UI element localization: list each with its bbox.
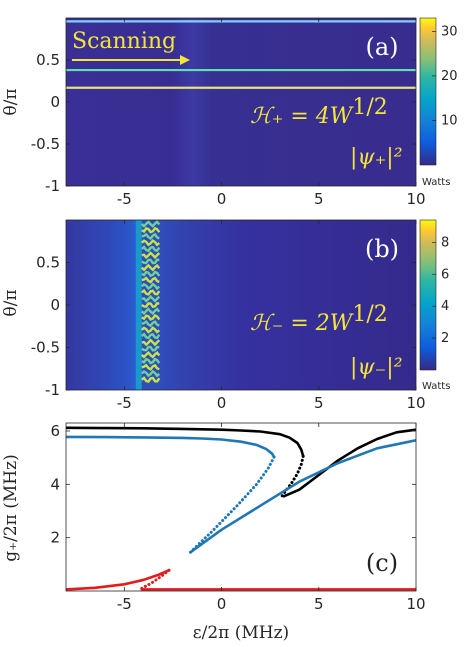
colorbar-a	[419, 17, 437, 166]
xtick-label-b: 5	[314, 394, 324, 412]
ytick-label-a: -0.5	[31, 135, 60, 153]
heatmap-b-wave	[141, 326, 161, 334]
series-red-dotted	[140, 568, 171, 590]
panel-a: -5 0 5 10 0.5 0 -0.5 -1 θ/π (a) Scanning ℋ₊ = …	[1, 17, 458, 208]
series-blue-solid	[66, 435, 276, 459]
panel-label-c: (c)	[366, 549, 398, 577]
scanning-label: Scanning	[72, 29, 176, 54]
heatmap-b-wave	[141, 258, 160, 265]
annotation-h-plus: ℋ₊ = 4W1/2	[250, 95, 388, 129]
colorbar-tick-label-b: 6	[441, 267, 449, 282]
heatmap-b-wave	[141, 332, 161, 340]
heatmap-b-field	[66, 220, 416, 390]
plot-c-area	[66, 423, 416, 591]
xtick-label-b: 0	[217, 394, 227, 412]
heatmap-b-edge	[135, 220, 142, 390]
xtick-label-b: 10	[406, 394, 425, 412]
ytick-label-a: 0.5	[36, 51, 60, 69]
heatmap-b-wave	[140, 307, 161, 316]
ytick-label-b: 0	[50, 296, 60, 314]
xtick-label-a: 10	[406, 190, 425, 208]
heatmap-b-wave	[141, 238, 161, 247]
heatmap-b-wave	[141, 270, 161, 278]
heatmap-b-wave	[140, 263, 161, 272]
heatmap-b-wave	[141, 294, 161, 303]
xtick-label-c: 5	[314, 595, 324, 613]
ytick-label-b: -1	[45, 381, 60, 399]
panel-label-b: (b)	[365, 235, 399, 263]
heatmap-b-wave	[141, 251, 161, 260]
ylabel-a: θ/π	[1, 88, 21, 115]
colorbar-tick-label-a: 20	[441, 69, 458, 84]
heatmap-b-wave	[141, 357, 161, 365]
colorbar-tick-label-b: 2	[441, 331, 449, 346]
heatmap-b-wave	[141, 232, 160, 241]
series-black-solid	[66, 426, 305, 458]
xlabel-c: ε/2π (MHz)	[193, 623, 289, 643]
xtick-label-c: -5	[117, 595, 132, 613]
series-red-solid	[66, 568, 171, 591]
axes-frame-c	[65, 422, 417, 592]
heatmap-b-wave	[141, 376, 161, 383]
heatmap-b-wave	[140, 220, 161, 228]
heatmap-b-wave	[141, 363, 160, 371]
heatmap-b-wave	[141, 282, 161, 291]
colorbar-tick-label-a: 30	[441, 24, 458, 39]
xtick-label-a: -5	[117, 190, 132, 208]
colorbar-tick-label-b: 4	[441, 299, 449, 314]
colorbar-b-unit: Watts	[422, 381, 450, 392]
heatmap-b-wave	[141, 313, 161, 321]
heatmap-b-wave	[141, 226, 161, 234]
heatmap-b-wave	[141, 319, 160, 328]
heatmap-b-wave	[141, 245, 161, 253]
ytick-label-b: 0.5	[36, 254, 60, 272]
ytick-label-a: 0	[50, 93, 60, 111]
panel-c: -5 0 5 10 6 4 2 g₊/2π (MHz) ε/2π (MHz) (c)	[1, 422, 426, 643]
colorbar-b	[419, 219, 437, 371]
ytick-label-b: -0.5	[31, 339, 60, 357]
annotation-psi-plus: |ψ₊|²	[350, 145, 403, 170]
series-blue-solid	[189, 438, 416, 554]
heatmap-b-wave	[141, 276, 160, 284]
ytick-label-c: 4	[50, 475, 60, 493]
ytick-label-c: 2	[50, 529, 60, 547]
scanning-arrow	[72, 55, 190, 65]
xtick-label-c: 10	[406, 595, 425, 613]
ylabel-c: g₊/2π (MHz)	[1, 454, 21, 561]
panel-b: -5 0 5 10 0.5 0 -0.5 -1 θ/π (b) ℋ₋ = 2W1/2 |ψ₋…	[1, 219, 450, 412]
panel-label-a: (a)	[365, 33, 398, 61]
ytick-label-c: 6	[50, 422, 60, 440]
ytick-label-a: -1	[45, 177, 60, 195]
xtick-label-a: 0	[217, 190, 227, 208]
annotation-psi-minus: |ψ₋|²	[350, 355, 403, 380]
colorbar-a-unit: Watts	[422, 177, 450, 188]
heatmap-b-wave	[140, 351, 161, 359]
series-black-solid	[282, 428, 416, 498]
heatmap-a-field	[66, 18, 416, 186]
heatmap-b-wave	[141, 288, 161, 296]
xtick-label-b: -5	[117, 394, 132, 412]
heatmap-b-wave	[141, 338, 161, 347]
xtick-label-a: 5	[314, 190, 324, 208]
colorbar-tick-label-a: 10	[441, 113, 458, 128]
heatmap-b-wave	[141, 301, 160, 308]
heatmap-b-wave	[141, 345, 160, 352]
heatmap-b-wave	[141, 369, 161, 378]
annotation-h-minus: ℋ₋ = 2W1/2	[250, 302, 388, 336]
colorbar-tick-label-b: 8	[441, 235, 449, 250]
xtick-label-c: 0	[217, 595, 227, 613]
ylabel-b: θ/π	[1, 289, 21, 316]
